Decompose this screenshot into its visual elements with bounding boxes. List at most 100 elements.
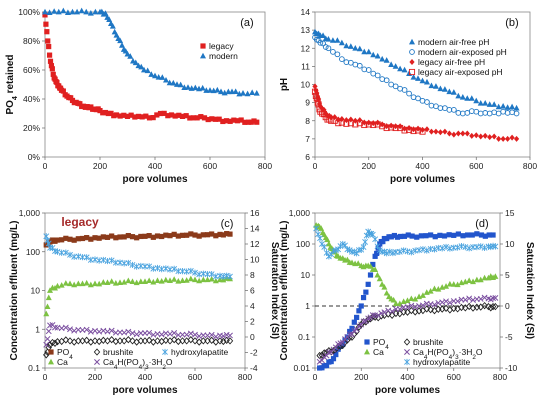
y-axis-label: pH (279, 78, 290, 91)
data-point (319, 110, 326, 117)
data-point (200, 232, 206, 238)
data-point (194, 115, 200, 121)
data-point (365, 121, 372, 128)
y-tick-label: 14 (301, 7, 311, 17)
data-point (96, 235, 102, 241)
data-point (465, 232, 471, 238)
data-point (427, 288, 434, 294)
data-point (175, 233, 181, 239)
y2-tick-label: 6 (250, 286, 255, 296)
legend-label: brushite (103, 347, 134, 357)
data-point (347, 43, 354, 49)
data-point (428, 128, 435, 135)
data-point (324, 236, 331, 243)
data-point (146, 329, 153, 336)
data-point (44, 29, 50, 35)
data-point (393, 123, 399, 130)
data-point (227, 332, 233, 339)
data-point (441, 233, 448, 239)
y-tick-label: 40% (23, 94, 40, 104)
data-point (509, 134, 515, 141)
chart-panel-1: 0 200 400 600 800 0% 20% 40% 60% 80% 100% pore volu… (5, 7, 272, 185)
data-point (46, 9, 53, 15)
data-point (468, 95, 475, 101)
data-point (175, 278, 182, 284)
data-point (492, 294, 499, 301)
data-point (367, 272, 374, 278)
data-point (455, 92, 462, 99)
data-point (419, 292, 426, 298)
data-point (312, 83, 318, 90)
data-point (323, 249, 330, 256)
data-point (404, 297, 411, 303)
y-axis-label: PO4 retained (5, 54, 19, 114)
data-point (325, 45, 332, 52)
x-tick-label: 0 (43, 161, 48, 171)
data-point (125, 328, 132, 335)
data-point (108, 110, 114, 116)
data-point (227, 273, 233, 280)
data-point (209, 231, 215, 237)
data-point (137, 278, 144, 284)
data-point (242, 119, 248, 125)
y-tick-label: 10 (301, 270, 311, 280)
data-point (68, 95, 74, 101)
data-point (184, 232, 190, 238)
data-point (383, 57, 390, 63)
data-point (232, 88, 239, 95)
data-point (352, 121, 359, 128)
plot-area (44, 11, 266, 158)
data-point (96, 280, 103, 287)
data-point (227, 231, 233, 237)
data-point (320, 40, 326, 47)
data-point (128, 112, 134, 118)
data-point (375, 119, 381, 126)
data-point (170, 79, 177, 86)
data-point (121, 279, 128, 285)
data-point (234, 118, 241, 124)
legend-label: brushite (413, 337, 444, 347)
data-point (423, 233, 429, 239)
data-point (323, 362, 330, 369)
data-point (96, 257, 103, 264)
data-point (473, 244, 480, 251)
data-point (112, 279, 119, 286)
data-point (64, 9, 71, 15)
data-point (154, 277, 161, 284)
data-point (106, 16, 113, 23)
data-point (183, 277, 190, 283)
data-point (394, 234, 401, 240)
data-point (352, 117, 358, 124)
y-tick-label: 10 (31, 286, 41, 296)
data-point (317, 235, 323, 242)
data-point (468, 108, 475, 114)
data-point (428, 82, 435, 89)
data-point (465, 302, 473, 311)
data-point (192, 232, 198, 238)
data-point (63, 235, 69, 241)
data-point (66, 337, 74, 345)
data-point (92, 256, 98, 263)
data-point (201, 115, 208, 121)
data-point (437, 85, 444, 92)
series-ca4h-po4-3-3h2o (316, 294, 499, 365)
data-point (223, 272, 230, 279)
data-point (323, 352, 330, 359)
data-point (220, 118, 226, 125)
data-point (208, 331, 215, 338)
data-point (148, 71, 155, 77)
x-axis-label: pore volumes (122, 174, 187, 185)
x-tick-label: 800 (238, 372, 252, 382)
data-point (214, 86, 221, 93)
data-point (45, 240, 52, 247)
data-point (179, 337, 186, 345)
x-tick-label: 400 (400, 372, 414, 382)
y-tick-label: 100 (296, 239, 310, 249)
data-point (477, 296, 484, 302)
data-point (77, 101, 83, 107)
data-point (240, 90, 246, 96)
data-point (365, 281, 371, 287)
data-point (346, 331, 353, 338)
data-point (477, 276, 484, 283)
